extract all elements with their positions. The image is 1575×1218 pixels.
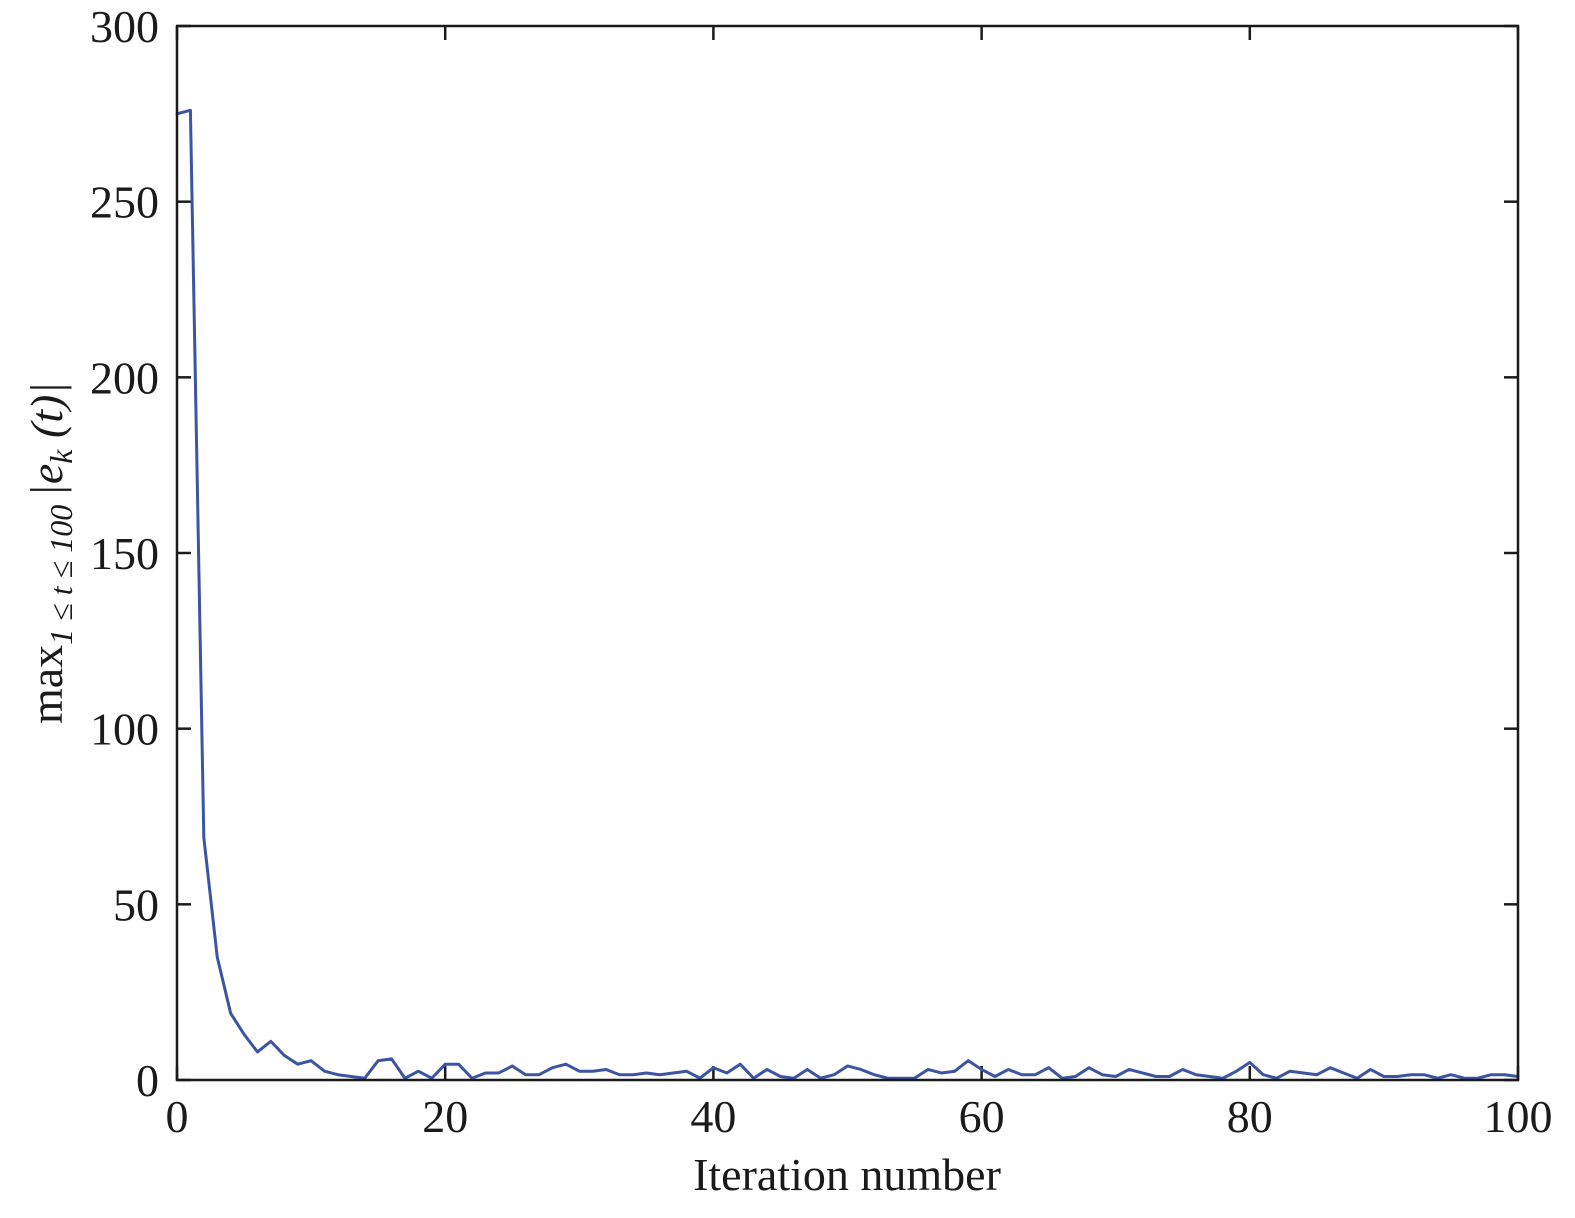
y-tick-label: 200: [90, 352, 159, 403]
plot-area: [177, 26, 1518, 1080]
x-tick-label: 0: [166, 1091, 189, 1142]
y-tick-label: 150: [90, 528, 159, 579]
series-line: [175, 108, 1520, 1080]
x-tick-label: 40: [690, 1091, 736, 1142]
x-tick-label: 60: [959, 1091, 1005, 1142]
x-tick-label: 20: [422, 1091, 468, 1142]
y-tick-label: 100: [90, 704, 159, 755]
y-label-expr-open: |e: [21, 464, 72, 497]
y-tick-label: 50: [113, 879, 159, 930]
tick-labels-layer: 0 20 40 60 80 100 0 50 100 150 200 250 300: [90, 1, 1553, 1142]
y-tick-label: 250: [90, 177, 159, 228]
x-axis-label: Iteration number: [693, 1149, 1001, 1200]
y-label-subscript: 1 ≤ t ≤ 100: [43, 505, 79, 645]
x-tick-label: 100: [1484, 1091, 1553, 1142]
y-axis-label: max1 ≤ t ≤ 100 |ek (t)|: [21, 382, 79, 724]
x-tick-label: 80: [1227, 1091, 1273, 1142]
plot-frame: [175, 24, 1520, 1082]
y-label-expr-close: (t)|: [21, 382, 72, 450]
y-tick-label: 300: [90, 1, 159, 52]
y-tick-label: 0: [136, 1055, 159, 1106]
y-label-expr-sub: k: [43, 449, 79, 464]
y-label-op: max: [21, 645, 72, 724]
